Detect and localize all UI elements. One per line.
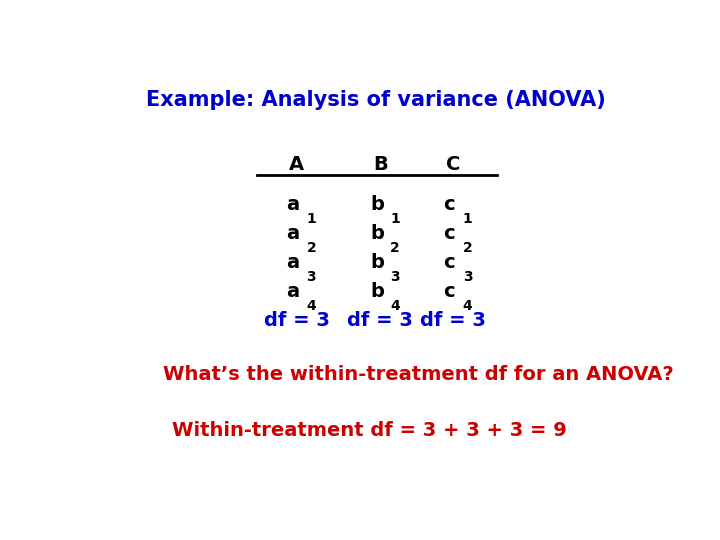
Text: 1: 1: [463, 212, 472, 226]
Text: c: c: [443, 194, 454, 214]
Text: B: B: [373, 155, 387, 174]
Text: 2: 2: [390, 241, 400, 255]
Text: 3: 3: [307, 270, 316, 284]
Text: 2: 2: [463, 241, 472, 255]
Text: b: b: [370, 282, 384, 301]
Text: 3: 3: [390, 270, 400, 284]
Text: Within-treatment df = 3 + 3 + 3 = 9: Within-treatment df = 3 + 3 + 3 = 9: [171, 421, 567, 440]
Text: 1: 1: [390, 212, 400, 226]
Text: df = 3: df = 3: [420, 311, 485, 330]
Text: c: c: [443, 253, 454, 272]
Text: b: b: [370, 253, 384, 272]
Text: c: c: [443, 224, 454, 242]
Text: 4: 4: [307, 299, 316, 313]
Text: a: a: [287, 282, 300, 301]
Text: a: a: [287, 224, 300, 242]
Text: 2: 2: [307, 241, 316, 255]
Text: a: a: [287, 194, 300, 214]
Text: c: c: [443, 282, 454, 301]
Text: a: a: [287, 253, 300, 272]
Text: 3: 3: [463, 270, 472, 284]
Text: 4: 4: [463, 299, 472, 313]
Text: 4: 4: [390, 299, 400, 313]
Text: 1: 1: [307, 212, 316, 226]
Text: A: A: [289, 155, 304, 174]
Text: df = 3: df = 3: [347, 311, 413, 330]
Text: What’s the within-treatment df for an ANOVA?: What’s the within-treatment df for an AN…: [163, 365, 673, 384]
Text: b: b: [370, 224, 384, 242]
Text: Example: Analysis of variance (ANOVA): Example: Analysis of variance (ANOVA): [145, 90, 606, 110]
Text: C: C: [446, 155, 460, 174]
Text: b: b: [370, 194, 384, 214]
Text: df = 3: df = 3: [264, 311, 329, 330]
